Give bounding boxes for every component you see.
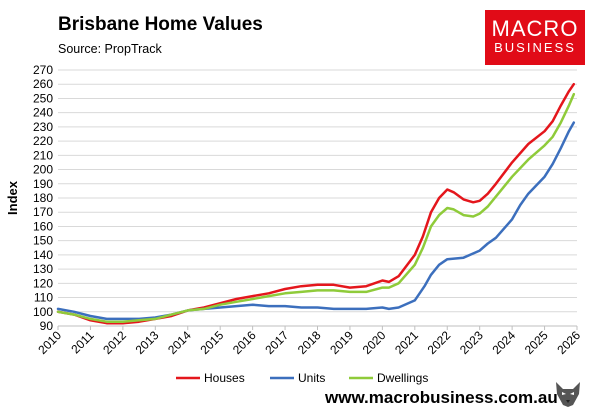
x-tick-label: 2017 [262, 328, 291, 357]
x-tick-label: 2016 [230, 328, 259, 357]
x-tick-label: 2020 [360, 328, 389, 357]
chart-title: Brisbane Home Values [58, 14, 263, 35]
x-tick-label: 2024 [489, 328, 518, 357]
wolf-head-icon [556, 382, 580, 407]
legend: Houses Units Dwellings [176, 371, 428, 385]
y-tick-label: 90 [40, 319, 54, 333]
x-tick-label: 2022 [425, 328, 454, 357]
y-tick-label: 120 [33, 276, 53, 290]
website-url: www.macrobusiness.com.au [325, 388, 558, 407]
y-axis-label: Index [5, 180, 20, 215]
x-tick-label: 2015 [198, 328, 227, 357]
x-tick-label: 2019 [327, 328, 356, 357]
x-tick-label: 2018 [295, 328, 324, 357]
y-tick-label: 160 [33, 219, 53, 233]
y-tick-label: 210 [33, 148, 53, 162]
axes: 9010011012013014015016017018019020021022… [5, 63, 583, 357]
y-tick-label: 270 [33, 63, 53, 77]
grid [58, 69, 577, 327]
y-tick-label: 180 [33, 191, 53, 205]
legend-label-units: Units [298, 371, 325, 385]
y-tick-label: 250 [33, 91, 53, 105]
y-tick-label: 190 [33, 177, 53, 191]
y-tick-label: 220 [33, 134, 53, 148]
x-tick-label: 2012 [100, 328, 129, 357]
x-tick-label: 2026 [554, 328, 583, 357]
x-tick-label: 2011 [68, 328, 96, 356]
y-tick-label: 100 [33, 305, 53, 319]
legend-label-houses: Houses [204, 371, 245, 385]
y-tick-label: 150 [33, 234, 53, 248]
y-tick-label: 240 [33, 106, 53, 120]
logo-line-business: BUSINESS [494, 40, 576, 55]
x-tick-label: 2013 [133, 328, 162, 357]
legend-label-dwellings: Dwellings [377, 371, 428, 385]
x-tick-label: 2021 [392, 328, 421, 357]
x-tick-label: 2014 [165, 328, 194, 357]
y-tick-label: 140 [33, 248, 53, 262]
y-tick-label: 260 [33, 77, 53, 91]
y-tick-label: 170 [33, 205, 53, 219]
x-tick-label: 2023 [457, 328, 486, 357]
y-tick-label: 230 [33, 120, 53, 134]
logo-line-macro: MACRO [491, 16, 579, 41]
y-tick-label: 130 [33, 262, 53, 276]
series-lines [56, 82, 576, 325]
macrobusiness-logo: MACRO BUSINESS [485, 10, 585, 65]
x-tick-label: 2025 [522, 328, 551, 357]
chart-source: Source: PropTrack [58, 42, 162, 56]
y-tick-label: 200 [33, 163, 53, 177]
series-line-dwellings [56, 92, 576, 323]
y-tick-label: 110 [34, 291, 53, 305]
series-line-houses [56, 82, 576, 325]
